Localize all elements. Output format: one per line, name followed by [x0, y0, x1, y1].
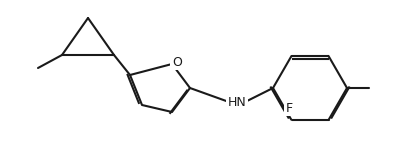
Text: HN: HN [227, 95, 247, 108]
Text: O: O [172, 56, 182, 68]
Text: F: F [286, 102, 293, 115]
